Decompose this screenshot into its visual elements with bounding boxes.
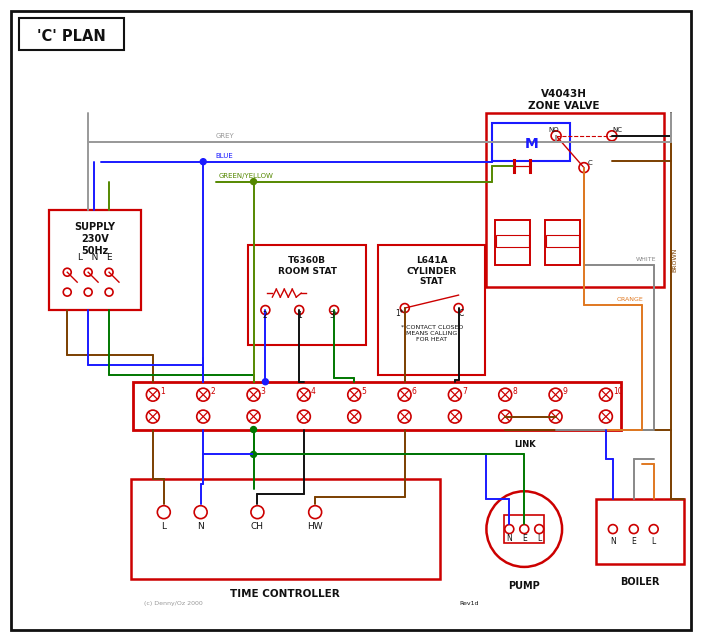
Bar	[131, 479, 439, 579]
Text: M: M	[524, 137, 538, 151]
Bar	[496, 235, 529, 247]
Text: LINK: LINK	[515, 440, 536, 449]
Bar	[20, 19, 124, 50]
Bar	[596, 499, 684, 564]
Text: SUPPLY
230V
50Hz: SUPPLY 230V 50Hz	[74, 222, 116, 256]
Text: 'C' PLAN: 'C' PLAN	[37, 29, 105, 44]
Text: 1: 1	[297, 311, 302, 320]
Bar	[49, 210, 141, 310]
Text: 2: 2	[263, 311, 267, 320]
Text: N: N	[506, 534, 512, 543]
Text: 7: 7	[462, 387, 467, 396]
Text: L641A
CYLINDER
STAT: L641A CYLINDER STAT	[406, 256, 457, 286]
Text: 2: 2	[210, 387, 215, 396]
Text: BOILER: BOILER	[620, 577, 659, 587]
Text: BROWN: BROWN	[673, 248, 677, 272]
Text: E: E	[631, 537, 636, 546]
Text: V4043H
ZONE VALVE: V4043H ZONE VALVE	[529, 89, 600, 111]
Bar	[504, 515, 544, 543]
Text: GREEN/YELLOW: GREEN/YELLOW	[218, 172, 274, 179]
Text: N: N	[197, 522, 204, 531]
Text: 1*: 1*	[395, 309, 404, 318]
Text: 5: 5	[361, 387, 366, 396]
Text: PUMP: PUMP	[508, 581, 540, 591]
Text: WHITE: WHITE	[636, 257, 656, 262]
Text: 4: 4	[311, 387, 316, 396]
Text: L   N   E: L N E	[78, 253, 112, 262]
Text: E: E	[522, 534, 526, 543]
Circle shape	[251, 426, 256, 433]
Text: L: L	[651, 537, 656, 546]
Text: * CONTACT CLOSED
MEANS CALLING
FOR HEAT: * CONTACT CLOSED MEANS CALLING FOR HEAT	[401, 325, 463, 342]
Text: N: N	[610, 537, 616, 546]
Text: CH: CH	[251, 522, 264, 531]
Text: 8: 8	[512, 387, 517, 396]
Text: T6360B
ROOM STAT: T6360B ROOM STAT	[278, 256, 337, 276]
Text: 10: 10	[613, 387, 623, 396]
Text: TIME CONTROLLER: TIME CONTROLLER	[230, 589, 340, 599]
Text: 6: 6	[411, 387, 416, 396]
Bar	[496, 221, 530, 265]
Text: 3*: 3*	[330, 311, 338, 320]
Text: 1: 1	[160, 387, 164, 396]
Circle shape	[263, 379, 268, 385]
Text: HW: HW	[307, 522, 323, 531]
Text: ORANGE: ORANGE	[617, 297, 644, 302]
Text: (c) Denny/Oz 2000: (c) Denny/Oz 2000	[144, 601, 203, 606]
Text: NC: NC	[613, 127, 623, 133]
Text: C: C	[459, 309, 464, 318]
Bar	[249, 246, 366, 345]
Circle shape	[251, 451, 256, 458]
Circle shape	[251, 179, 256, 185]
Bar	[486, 113, 663, 287]
Bar	[378, 246, 485, 375]
Text: Rev1d: Rev1d	[460, 601, 479, 606]
Bar	[546, 235, 579, 247]
Text: NO: NO	[548, 127, 559, 133]
Text: C: C	[588, 160, 592, 165]
Text: L: L	[161, 522, 166, 531]
Text: GREY: GREY	[216, 133, 234, 139]
Bar	[492, 123, 570, 161]
Text: BLUE: BLUE	[216, 153, 233, 159]
Circle shape	[200, 159, 206, 165]
Text: L: L	[537, 534, 541, 543]
Text: 3: 3	[260, 387, 265, 396]
Bar	[545, 221, 580, 265]
Bar	[133, 382, 621, 429]
Text: 9: 9	[562, 387, 567, 396]
